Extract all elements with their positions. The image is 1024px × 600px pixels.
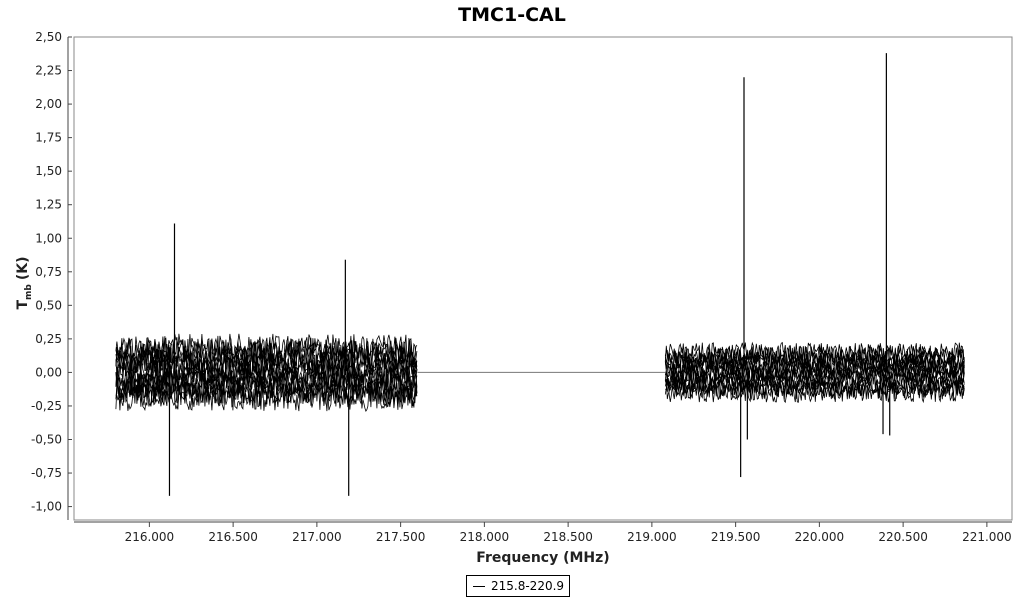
x-tick-label: 217.500 [376,530,426,544]
y-tick-label: 2,50 [35,30,62,44]
x-axis-ticks: 216.000 216.500 217.000 217.500 218.000 218.5… [125,522,1012,544]
series-noise-trace [664,345,965,367]
y-tick-label: 1,00 [35,231,62,245]
y-tick-label: 0,50 [35,298,62,312]
x-tick-label: 216.000 [125,530,175,544]
y-tick-label: 0,25 [35,332,62,346]
y-axis-title: Tmb (K) [15,256,34,309]
series-noise-trace [664,363,965,386]
x-tick-label: 220.000 [795,530,845,544]
x-tick-label: 218.500 [543,530,593,544]
series-noise-trace [665,381,965,404]
x-tick-label: 220.500 [878,530,928,544]
y-tick-label: -0,25 [31,399,62,413]
x-tick-label: 217.000 [292,530,342,544]
plot-area-border [73,36,1013,521]
y-tick-label: -0,50 [31,433,62,447]
x-tick-label: 218.000 [460,530,510,544]
y-axis-title-main: T [15,300,31,310]
y-tick-label: 0,75 [35,265,62,279]
y-tick-label: 1,75 [35,131,62,145]
x-tick-label: 216.500 [208,530,258,544]
series-noise-trace [664,359,965,382]
y-axis-ticks: -1,00 -0,75 -0,50 -0,25 0,00 0,25 0,50 0,75 1,00… [31,30,72,514]
x-axis-title: Frequency (MHz) [476,550,609,566]
y-axis-title-sub: mb [24,284,34,300]
x-tick-label: 219.500 [711,530,761,544]
y-tick-label: 2,25 [35,64,62,78]
legend: 215.8-220.9 [466,575,571,597]
y-tick-label: -0,75 [31,466,62,480]
legend-label: 215.8-220.9 [491,579,565,593]
series-noise-trace [664,353,965,376]
series-noise-trace [115,384,418,413]
legend-swatch [473,585,485,587]
y-axis-title-unit: (K) [15,256,31,280]
x-tick-label: 221.000 [962,530,1012,544]
x-tick-label: 219.000 [627,530,677,544]
y-tick-label: -1,00 [31,500,62,514]
chart-title: TMC1-CAL [458,4,566,26]
y-tick-label: 2,00 [35,97,62,111]
series-noise-trace [115,337,418,365]
y-tick-label: 0,00 [35,365,62,379]
y-tick-label: 1,50 [35,164,62,178]
series-layer [115,53,965,496]
y-tick-label: 1,25 [35,198,62,212]
